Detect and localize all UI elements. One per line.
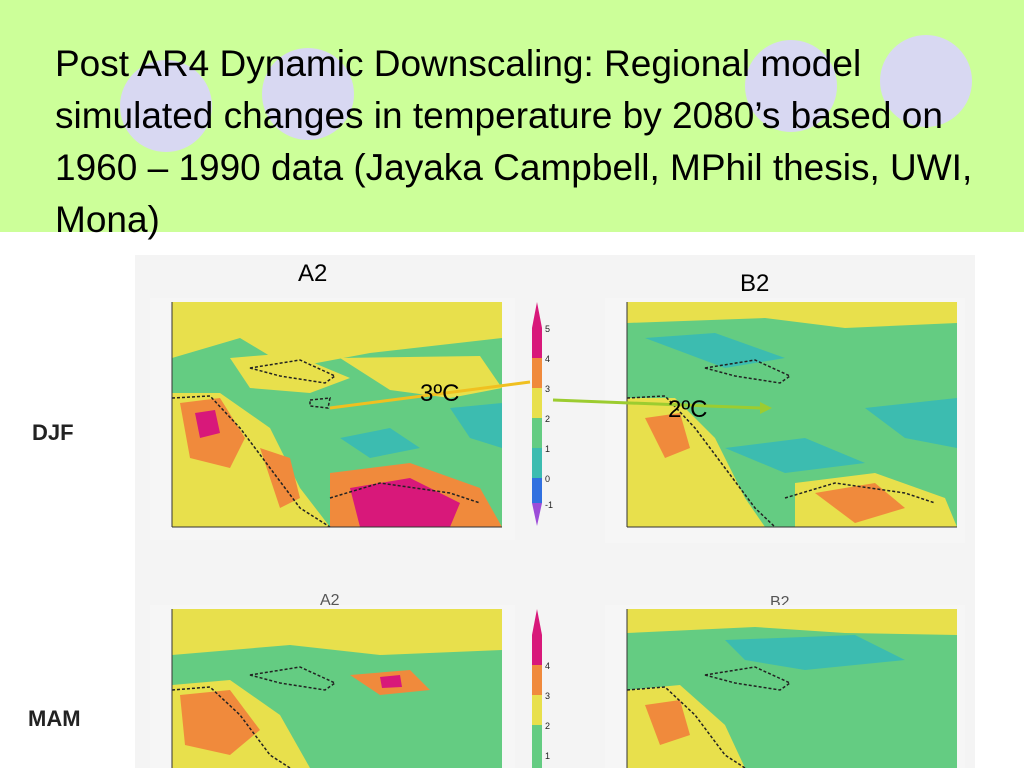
decorative-circle (262, 48, 354, 140)
map-mam-a2 (150, 605, 515, 768)
colorbar-tick: 3 (545, 691, 550, 701)
map-mam-b2 (605, 605, 965, 768)
colorbar-tick: 1 (545, 444, 550, 454)
annotation-2c: 2ºC (668, 396, 708, 423)
colorbar-djf: 5 4 3 2 1 0 -1 (532, 302, 553, 526)
colorbar-tick: -1 (545, 500, 553, 510)
colorbar-tick: 2 (545, 414, 550, 424)
a2-arrow-line (329, 380, 531, 410)
map-djf-a2 (150, 298, 515, 540)
row-label-djf: DJF (32, 420, 74, 445)
colorbar-tick: 4 (545, 354, 550, 364)
colorbar-tick: 1 (545, 751, 550, 761)
colorbar-tick: 2 (545, 721, 550, 731)
b2-arrow-head (760, 402, 772, 414)
decorative-circle (120, 60, 212, 152)
colorbar-tick: 4 (545, 661, 550, 671)
colorbar-tick: 3 (545, 384, 550, 394)
column-label-a2: A2 (298, 260, 328, 287)
colorbar-mam: 4 3 2 1 (532, 609, 550, 768)
map-djf-b2 (605, 298, 965, 543)
annotation-3c: 3ºC (420, 380, 460, 407)
panel-title-a2: A2 (320, 592, 340, 609)
b2-arrow-line (552, 398, 761, 410)
decorative-circle (880, 35, 972, 127)
column-label-b2: B2 (740, 270, 770, 297)
row-label-mam: MAM (28, 706, 81, 731)
decorative-circle (745, 40, 837, 132)
colorbar-tick: 5 (545, 324, 550, 334)
colorbar-tick: 0 (545, 474, 550, 484)
slide-title: Post AR4 Dynamic Downscaling: Regional m… (55, 43, 973, 240)
